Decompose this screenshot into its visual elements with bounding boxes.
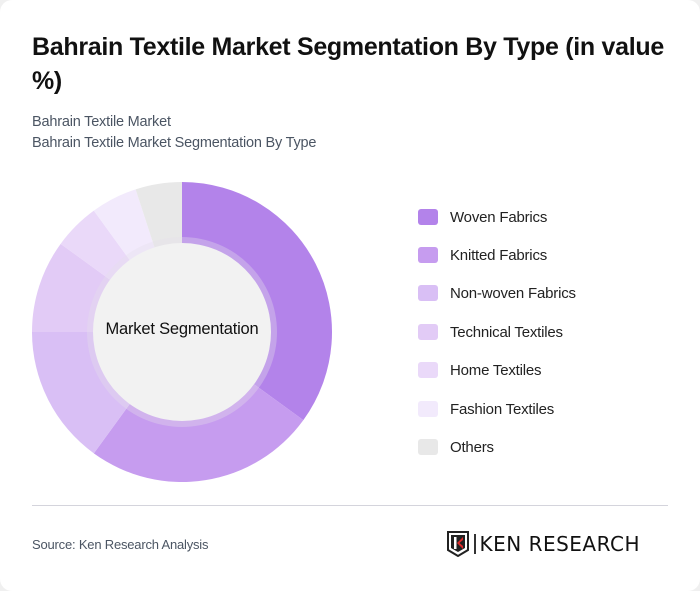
legend-swatch <box>418 439 438 455</box>
legend-swatch <box>418 362 438 378</box>
legend-label: Non-woven Fabrics <box>450 284 576 302</box>
legend-item-knitted-fabrics[interactable]: Knitted Fabrics <box>418 243 547 267</box>
logo-separator <box>474 534 476 554</box>
legend-swatch <box>418 401 438 417</box>
chart-subtitle-market: Bahrain Textile Market <box>32 114 171 130</box>
legend-swatch <box>418 285 438 301</box>
legend-label: Woven Fabrics <box>450 208 548 226</box>
legend-item-woven-fabrics[interactable]: Woven Fabrics <box>418 205 547 229</box>
legend-item-non-woven-fabrics[interactable]: Non-woven Fabrics <box>418 281 576 305</box>
donut-hole <box>93 243 271 421</box>
legend-label: Knitted Fabrics <box>450 246 548 264</box>
donut-chart <box>32 182 332 482</box>
footer-divider <box>32 505 668 506</box>
chart-subtitle-segmentation: Bahrain Textile Market Segmentation By T… <box>32 135 317 151</box>
chart-title: Bahrain Textile Market Segmentation By T… <box>32 33 664 95</box>
legend-label: Others <box>450 438 494 456</box>
legend-swatch <box>418 324 438 340</box>
logo-text: KEN RESEARCH <box>479 532 641 556</box>
legend-swatch <box>418 209 438 225</box>
legend-item-others[interactable]: Others <box>418 435 494 459</box>
ken-research-shield-icon <box>447 531 469 557</box>
legend-label: Fashion Textiles <box>450 400 555 418</box>
legend-label: Home Textiles <box>450 361 542 379</box>
donut-center-label: Market Segmentation <box>105 320 259 338</box>
ken-research-logo: KEN RESEARCH <box>447 530 640 558</box>
legend-swatch <box>418 247 438 263</box>
source-note: Source: Ken Research Analysis <box>32 537 209 552</box>
legend-item-home-textiles[interactable]: Home Textiles <box>418 358 542 382</box>
legend-label: Technical Textiles <box>450 323 563 341</box>
legend-item-fashion-textiles[interactable]: Fashion Textiles <box>418 397 554 421</box>
legend-item-technical-textiles[interactable]: Technical Textiles <box>418 320 563 344</box>
